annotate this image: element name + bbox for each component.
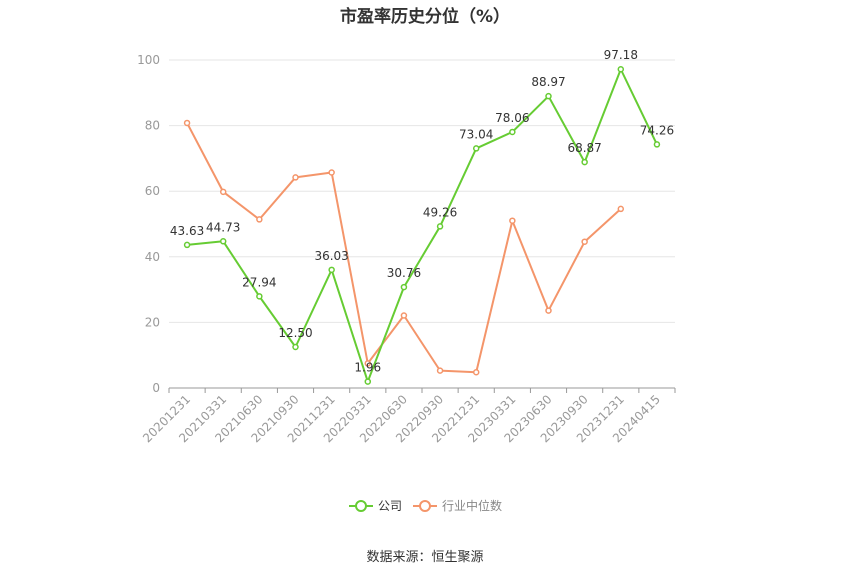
data-point bbox=[292, 174, 299, 181]
data-label: 30.76 bbox=[387, 266, 421, 280]
data-point bbox=[509, 128, 516, 136]
data-point bbox=[328, 169, 335, 176]
data-point bbox=[364, 360, 372, 367]
data-point bbox=[400, 283, 408, 291]
data-point bbox=[183, 119, 191, 127]
data-point bbox=[436, 223, 444, 230]
chart-title: 市盈率历史分位（%） bbox=[339, 7, 511, 27]
legend-marker bbox=[419, 500, 431, 512]
legend-label: 行业中位数 bbox=[442, 498, 502, 513]
y-tick-label: 40 bbox=[145, 250, 160, 264]
data-label: 44.73 bbox=[206, 220, 240, 234]
axes: 0204060801002020123120210331202106302021… bbox=[137, 53, 676, 445]
data-point bbox=[472, 145, 480, 152]
data-point bbox=[545, 307, 552, 314]
series-lines bbox=[183, 65, 661, 385]
data-label: 78.06 bbox=[495, 111, 529, 125]
data-label: 36.03 bbox=[314, 249, 348, 263]
data-point bbox=[617, 65, 625, 73]
data-point bbox=[436, 367, 444, 374]
data-label: 1.96 bbox=[354, 361, 381, 375]
data-point bbox=[617, 205, 625, 213]
data-point bbox=[219, 188, 227, 196]
data-point bbox=[256, 293, 263, 300]
data-point bbox=[545, 92, 552, 100]
data-label: 43.63 bbox=[170, 224, 204, 238]
legend[interactable]: 公司 行业中位数 bbox=[349, 498, 502, 513]
data-label: 88.97 bbox=[531, 75, 565, 89]
legend-item[interactable]: 行业中位数 bbox=[413, 498, 502, 513]
series-line bbox=[186, 122, 622, 374]
source-note: 数据来源：恒生聚源 bbox=[366, 550, 484, 565]
legend-item[interactable]: 公司 bbox=[349, 499, 402, 513]
y-tick-label: 100 bbox=[137, 53, 160, 67]
data-label: 74.26 bbox=[640, 123, 674, 137]
data-point bbox=[292, 343, 299, 351]
data-labels: 43.63 44.73 27.94 12.50 36.03 1.96 30.76 49.26 7… bbox=[170, 48, 674, 374]
y-tick-label: 0 bbox=[152, 381, 160, 395]
data-label: 97.18 bbox=[604, 48, 638, 62]
data-point bbox=[328, 266, 335, 274]
data-label: 49.26 bbox=[423, 205, 457, 219]
data-point bbox=[219, 238, 227, 245]
data-label: 68.87 bbox=[567, 141, 601, 155]
data-point bbox=[581, 238, 588, 245]
data-point bbox=[581, 158, 588, 166]
data-label: 27.94 bbox=[242, 275, 276, 289]
data-point bbox=[653, 141, 661, 148]
data-label: 12.50 bbox=[278, 326, 312, 340]
legend-marker bbox=[355, 500, 367, 512]
data-label: 73.04 bbox=[459, 127, 493, 141]
data-point bbox=[400, 312, 408, 319]
data-point bbox=[183, 241, 191, 249]
y-tick-label: 80 bbox=[145, 119, 160, 133]
y-tick-label: 60 bbox=[145, 184, 160, 198]
data-point bbox=[509, 217, 516, 224]
data-point bbox=[364, 378, 372, 385]
y-tick-label: 20 bbox=[145, 315, 160, 329]
legend-label: 公司 bbox=[378, 499, 402, 513]
series-line bbox=[186, 68, 658, 383]
data-point bbox=[472, 369, 480, 376]
data-point bbox=[256, 216, 263, 223]
